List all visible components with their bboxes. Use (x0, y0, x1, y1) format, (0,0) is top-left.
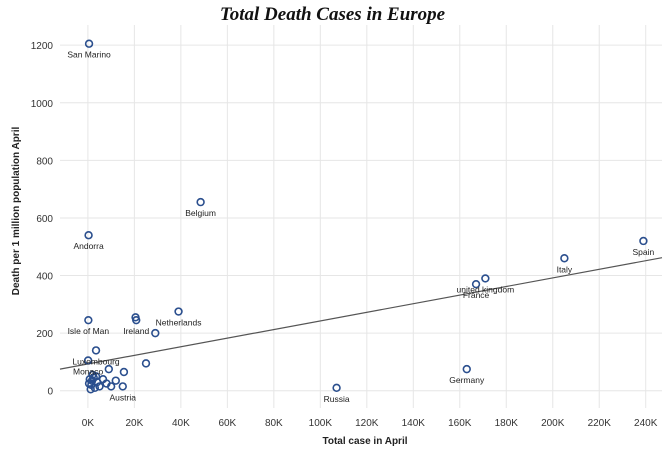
data-point (132, 315, 141, 325)
y-tick-label: 200 (36, 329, 53, 340)
data-point (111, 376, 120, 385)
point-label: Spain (633, 247, 655, 257)
x-tick-label: 240K (634, 418, 658, 429)
x-tick-label: 160K (448, 418, 472, 429)
data-point (84, 315, 93, 325)
x-axis-label: Total case in April (322, 436, 407, 447)
data-point (83, 356, 93, 365)
data-point (119, 367, 129, 377)
x-tick-label: 180K (495, 418, 519, 429)
data-point (560, 254, 569, 263)
x-tick-label: 120K (355, 418, 379, 429)
chart-title: Total Death Cases in Europe (219, 4, 446, 25)
x-tick-label: 100K (309, 418, 333, 429)
point-label: united kingdom (457, 284, 515, 294)
y-tick-label: 400 (36, 272, 53, 283)
data-point (91, 346, 101, 355)
point-label: Andorra (73, 241, 104, 251)
data-point (151, 328, 160, 338)
y-tick-label: 800 (36, 156, 53, 167)
point-label: Belgium (185, 208, 216, 218)
x-tick-label: 200K (541, 418, 565, 429)
point-label: Luxembourg (72, 356, 120, 366)
y-tick-label: 600 (36, 214, 53, 225)
data-point (332, 383, 341, 393)
point-label: France (463, 290, 490, 300)
point-label: Germany (449, 375, 485, 385)
data-point (174, 307, 183, 316)
point-label: Ireland (123, 326, 149, 336)
data-point (84, 231, 93, 240)
point-label: Italy (557, 264, 573, 274)
point-label: Isle of Man (68, 326, 110, 336)
data-point (90, 383, 100, 393)
x-tick-label: 140K (402, 418, 426, 429)
x-tick-label: 0K (82, 418, 95, 429)
data-point (141, 359, 151, 368)
point-label: Monaco (73, 366, 104, 376)
data-point (106, 382, 116, 391)
point-label: Austria (110, 392, 137, 402)
x-tick-label: 220K (588, 418, 612, 429)
data-point (639, 236, 648, 246)
data-point (95, 382, 104, 391)
trend-line (59, 257, 663, 370)
data-point (104, 364, 114, 374)
x-tick-label: 40K (172, 418, 190, 429)
data-point (462, 364, 471, 374)
x-tick-label: 60K (218, 418, 236, 429)
data-point (118, 382, 127, 391)
y-axis-label: Death per 1 million population April (11, 127, 22, 296)
data-point (471, 279, 481, 289)
data-point (84, 39, 94, 48)
x-tick-label: 80K (265, 418, 283, 429)
data-point (91, 372, 101, 381)
x-tick-label: 20K (125, 418, 143, 429)
data-point (481, 274, 490, 283)
y-tick-label: 1200 (31, 41, 54, 52)
y-tick-label: 1000 (31, 99, 54, 110)
point-label: Netherlands (156, 318, 202, 328)
y-tick-label: 0 (47, 387, 53, 398)
point-label: Russia (324, 394, 350, 404)
data-point (196, 197, 205, 207)
point-label: San Marino (67, 50, 111, 60)
